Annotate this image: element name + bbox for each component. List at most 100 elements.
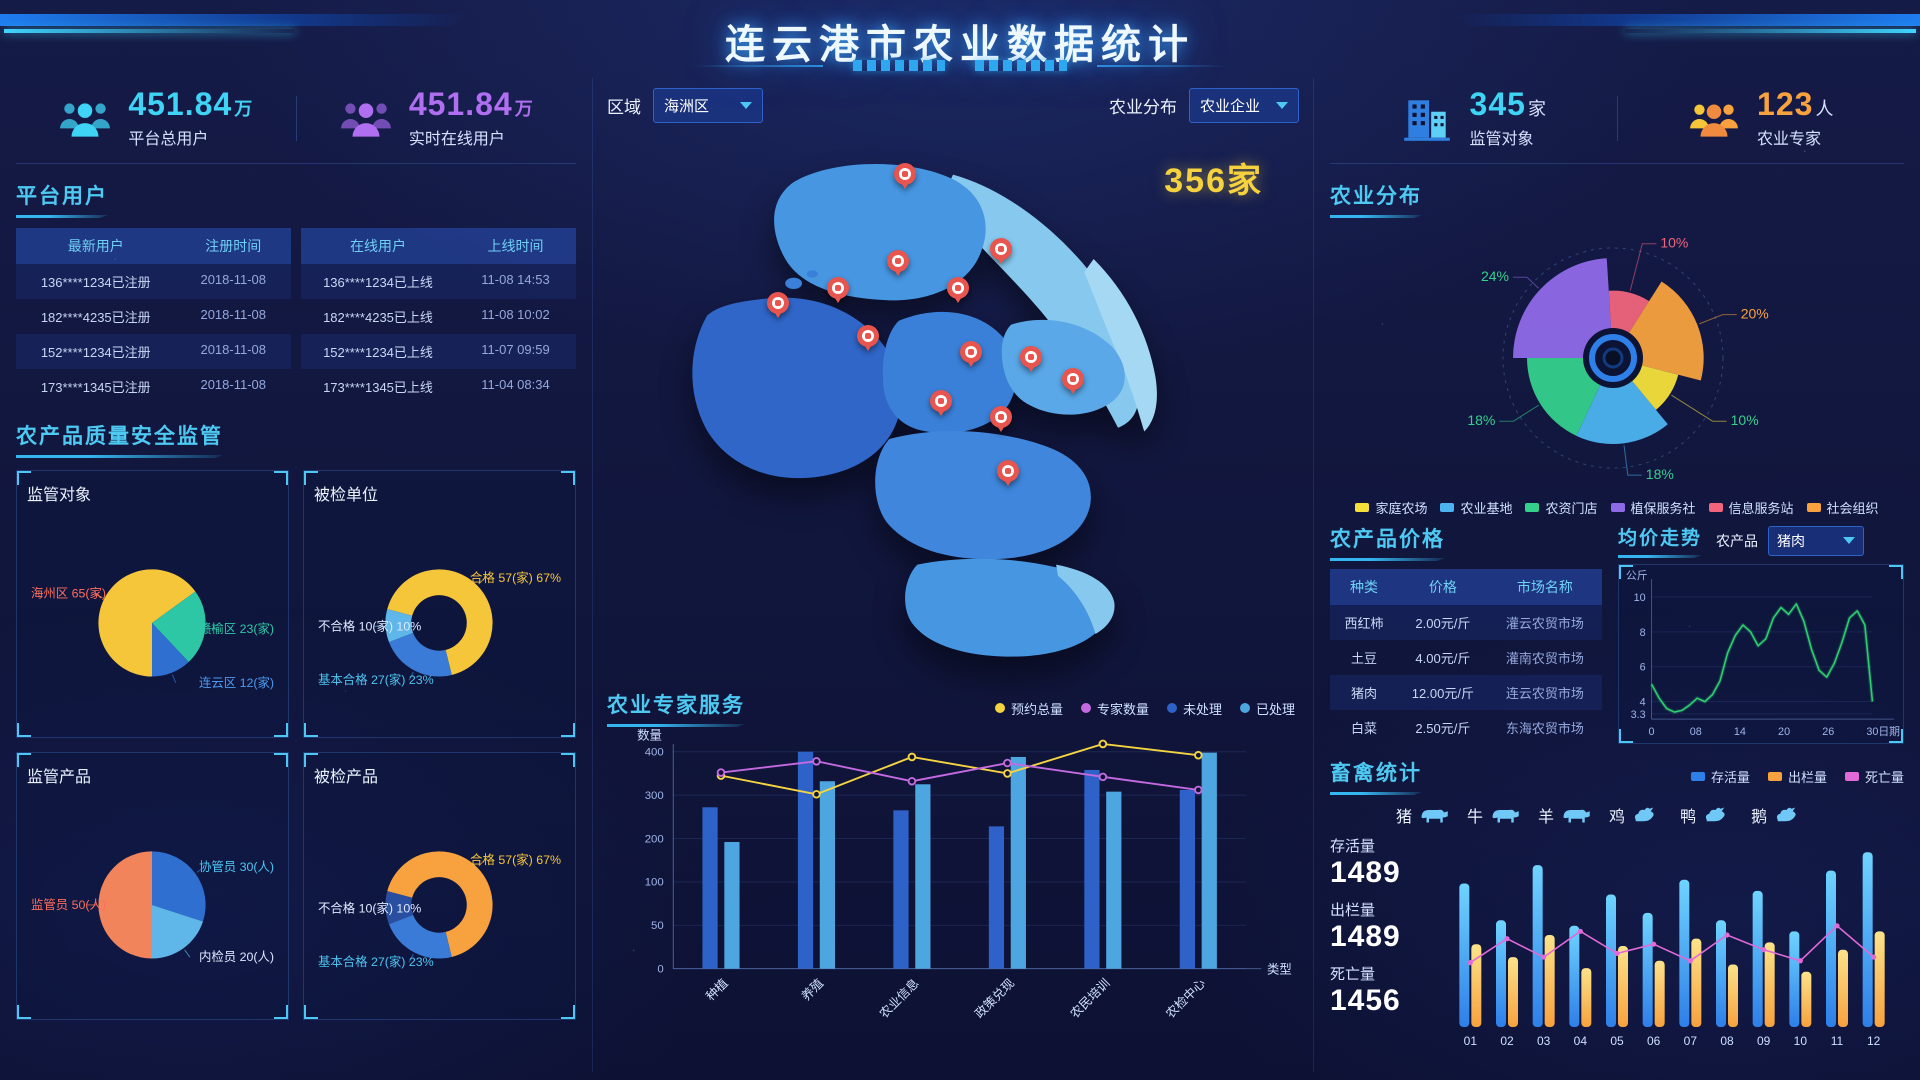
map-pin[interactable]	[929, 389, 953, 422]
pie-slice-内检员[interactable]	[152, 904, 203, 959]
map-pin[interactable]	[989, 406, 1013, 438]
bar-未处理[interactable]	[1084, 769, 1100, 969]
pie-slice-海州区[interactable]	[98, 569, 196, 677]
line-point[interactable]	[1687, 958, 1693, 964]
map-region[interactable]	[1001, 319, 1125, 415]
bar-出栏量[interactable]	[1508, 957, 1518, 1027]
map-region[interactable]	[905, 558, 1110, 657]
bar-出栏量[interactable]	[1544, 935, 1555, 1027]
animal-pig[interactable]: 猪	[1396, 803, 1449, 827]
line-point[interactable]	[1577, 928, 1583, 934]
line-point[interactable]	[1797, 958, 1803, 964]
animal-cow[interactable]: 牛	[1467, 803, 1520, 827]
line-point[interactable]	[812, 757, 821, 766]
distribution-dropdown[interactable]: 农业企业	[1189, 88, 1299, 123]
legend-item-专家数量[interactable]: 专家数量	[1080, 699, 1149, 718]
rose-slice-植保服务社[interactable]	[1513, 258, 1612, 358]
line-point[interactable]	[1871, 954, 1877, 960]
bar-存活量[interactable]	[1642, 912, 1653, 1027]
legend-item-农业基地[interactable]: 农业基地	[1440, 498, 1512, 517]
bar-出栏量[interactable]	[1764, 942, 1775, 1027]
bar-已处理[interactable]	[1010, 756, 1026, 969]
line-point[interactable]	[1504, 936, 1510, 942]
pie-slice-合格[interactable]	[387, 851, 493, 957]
line-point[interactable]	[1761, 947, 1767, 953]
line-point[interactable]	[1467, 960, 1473, 966]
legend-item-植保服务社[interactable]: 植保服务社	[1610, 498, 1696, 517]
bar-已处理[interactable]	[819, 781, 836, 969]
bar-出栏量[interactable]	[1471, 944, 1482, 1027]
pie-slice-连云区[interactable]	[152, 622, 189, 677]
legend-item-社会组织[interactable]: 社会组织	[1806, 498, 1879, 517]
pie-slice-基本合格[interactable]	[388, 632, 452, 677]
legend-item-出栏量[interactable]: 出栏量	[1767, 767, 1827, 786]
bar-存活量[interactable]	[1826, 870, 1836, 1027]
line-point[interactable]	[812, 789, 821, 799]
line-point[interactable]	[1651, 941, 1657, 947]
bar-已处理[interactable]	[915, 784, 931, 969]
bar-出栏量[interactable]	[1581, 968, 1592, 1027]
pie-slice-协管员[interactable]	[152, 851, 206, 922]
rose-slice-农资门店[interactable]	[1527, 358, 1605, 436]
region-dropdown[interactable]: 海洲区	[653, 88, 763, 123]
map-pin[interactable]	[946, 276, 970, 309]
bar-存活量[interactable]	[1716, 920, 1726, 1027]
legend-item-预约总量[interactable]: 预约总量	[994, 699, 1063, 718]
map-region[interactable]	[692, 297, 901, 479]
legend-item-家庭农场[interactable]: 家庭农场	[1355, 498, 1427, 517]
map-pin[interactable]	[826, 276, 850, 309]
bar-未处理[interactable]	[988, 826, 1005, 969]
bar-未处理[interactable]	[702, 807, 718, 969]
animal-goose[interactable]: 鹅	[1751, 803, 1804, 827]
map-pin[interactable]	[1019, 346, 1043, 378]
product-dropdown[interactable]: 猪肉	[1768, 525, 1865, 556]
line-point[interactable]	[716, 768, 726, 777]
bar-存活量[interactable]	[1459, 883, 1470, 1027]
bar-未处理[interactable]	[1179, 789, 1196, 969]
line-point[interactable]	[1194, 785, 1203, 795]
line-point[interactable]	[907, 752, 917, 762]
line-point[interactable]	[1834, 923, 1840, 929]
legend-item-已处理[interactable]: 已处理	[1239, 699, 1295, 718]
line-point[interactable]	[1098, 739, 1108, 749]
map-region[interactable]	[1056, 564, 1115, 634]
bar-出栏量[interactable]	[1838, 949, 1848, 1027]
bar-未处理[interactable]	[797, 751, 814, 969]
map-pin[interactable]	[766, 292, 790, 324]
rose-slice-家庭农场[interactable]	[1625, 362, 1679, 410]
animal-chicken[interactable]: 鸡	[1609, 803, 1662, 827]
bar-存活量[interactable]	[1752, 890, 1763, 1027]
legend-item-农资门店[interactable]: 农资门店	[1525, 498, 1598, 517]
map-region[interactable]	[882, 311, 1017, 434]
rose-slice-农业基地[interactable]	[1576, 373, 1668, 445]
map-region[interactable]	[1084, 259, 1157, 432]
map-pin[interactable]	[1061, 368, 1085, 400]
legend-item-死亡量[interactable]: 死亡量	[1844, 767, 1904, 786]
bar-存活量[interactable]	[1789, 931, 1800, 1027]
bar-出栏量[interactable]	[1654, 960, 1665, 1027]
line-point[interactable]	[907, 776, 917, 786]
bar-存活量[interactable]	[1679, 879, 1690, 1027]
map-region[interactable]	[774, 164, 986, 301]
map-region[interactable]	[875, 430, 1091, 560]
map-pin[interactable]	[893, 163, 917, 195]
animal-sheep[interactable]: 羊	[1538, 803, 1591, 827]
line-point[interactable]	[1724, 932, 1730, 938]
line-point[interactable]	[1098, 772, 1108, 782]
line-point[interactable]	[1541, 954, 1547, 960]
legend-item-信息服务站[interactable]: 信息服务站	[1708, 498, 1794, 517]
rose-slice-社会组织[interactable]	[1623, 281, 1704, 381]
bar-出栏量[interactable]	[1691, 938, 1702, 1027]
line-point[interactable]	[1614, 950, 1620, 956]
bar-已处理[interactable]	[1106, 791, 1122, 969]
bar-出栏量[interactable]	[1801, 971, 1812, 1027]
pie-slice-不合格[interactable]	[385, 891, 414, 925]
animal-duck[interactable]: 鸭	[1680, 803, 1733, 827]
bar-存活量[interactable]	[1496, 920, 1506, 1027]
pie-slice-基本合格[interactable]	[388, 914, 452, 959]
map-pin[interactable]	[886, 249, 910, 282]
line-point[interactable]	[1194, 750, 1203, 760]
bar-已处理[interactable]	[1201, 752, 1217, 969]
legend-item-存活量[interactable]: 存活量	[1690, 767, 1750, 786]
map-island[interactable]	[806, 270, 818, 278]
